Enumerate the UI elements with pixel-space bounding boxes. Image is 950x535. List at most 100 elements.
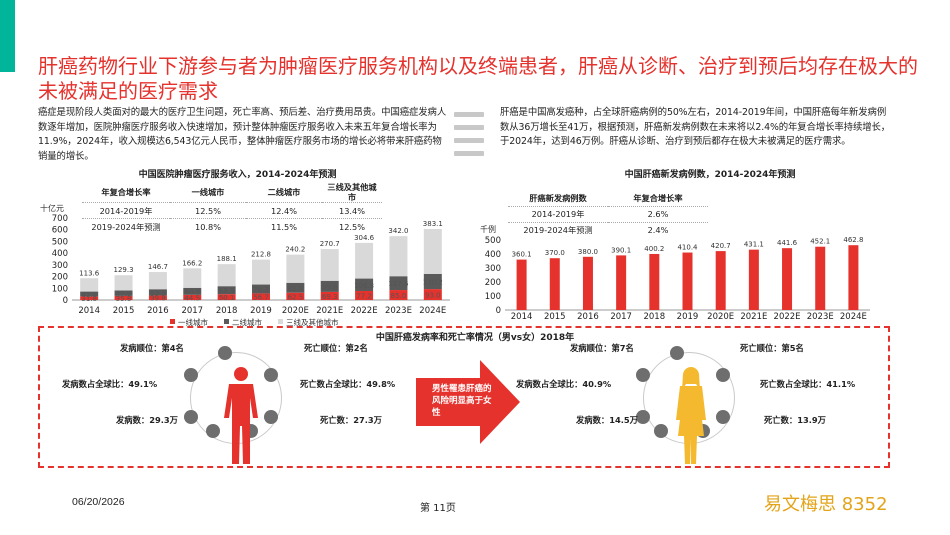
divider-icon [454,112,484,164]
bar-segment [80,291,99,297]
cagr-cell: 12.4% [246,202,322,219]
data-label: 383.1 [423,220,443,228]
data-label: 113.6 [79,269,100,277]
section-title: 中国肝癌发病率和死亡率情况（男vs女）2018年 [375,333,575,343]
paragraph-right: 肝癌是中国高发癌种，占全球肝癌病例的50%左右，2014-2019年间，中国肝癌… [500,107,891,147]
bar [782,248,793,310]
bar-segment [252,284,270,294]
bar-segment [80,278,99,292]
sex-comparison-box [38,326,890,468]
accent-bar [0,0,15,72]
bar-segment [252,293,270,300]
y-tick-label: 200 [52,273,68,283]
male-dot [184,368,198,382]
x-tick-label: 2017 [610,312,632,322]
male-dot [206,424,220,438]
cagr-cell: 13.4% [322,202,382,219]
male-dot [264,368,278,382]
bar-segment [320,280,339,292]
bar [715,251,726,310]
female-share-death: 死亡数占全球比：41.1% [760,379,856,389]
cagr-cell: 10.8% [170,218,246,235]
data-label: 420.7 [711,242,731,250]
cagr-cell: 2.4% [608,221,708,238]
data-label: 452.1 [810,238,830,246]
bar-segment [183,268,202,288]
y-tick-label: 0 [496,306,501,316]
bar-segment [114,275,133,291]
y-tick-label: 700 [52,214,68,224]
data-label: 431.1 [744,241,764,249]
bar-segment [389,236,408,277]
data-label: 380.0 [578,248,598,256]
cagr-cell: 2.6% [608,205,708,222]
male-cases: 发病数：29.3万 [116,415,178,425]
data-label: 166.2 [182,259,202,267]
bar-segment [320,291,339,300]
data-label: 360.1 [512,251,532,259]
data-label: 410.4 [677,244,698,252]
data-label: 240.2 [285,246,305,254]
bar-segment [252,259,270,285]
left-cagr-table: 年复合增长率 一线城市 二线城市 三线及其他城市 2014-2019年 12.5… [82,182,382,235]
female-dot [654,424,668,438]
cagr-header: 肝癌新发病例数 [529,192,587,203]
data-label: 146.7 [148,263,168,271]
legend-swatch [170,319,175,324]
bar [682,252,693,310]
watermark: 易文梅思 8352 [764,494,888,515]
bar-segment [148,295,167,300]
x-tick-label: 2020E [707,312,734,322]
y-tick-label: 500 [485,236,501,246]
left-chart-title: 中国医院肿瘤医疗服务收入，2014-2024年预测 [138,170,337,180]
x-tick-label: 2015 [544,312,566,322]
bar-segment [114,290,133,296]
data-label: 370.0 [545,249,565,257]
data-label: 441.6 [777,239,798,247]
data-label: 106.3 [354,282,374,290]
data-label: 50.1 [219,294,235,302]
male-dot [184,410,198,424]
bar-segment [217,264,236,287]
bar [815,246,826,310]
y-tick-label: 600 [52,226,68,236]
bar-segment [423,289,442,300]
x-tick-label: 2019 [677,312,699,322]
x-tick-label: 2019 [250,306,272,316]
data-label: 270.7 [320,240,340,248]
data-label: 400.2 [644,245,664,253]
y-tick-label: 0 [63,296,68,306]
data-label: 47.9 [116,290,132,298]
page-title: 肝癌药物行业下游参与者为肿瘤医疗服务机构以及终端患者，肝癌从诊断、治疗到预后均存… [38,54,918,103]
legend-swatch [224,319,229,324]
x-tick-label: 2018 [216,306,238,316]
legend-label: 一线城市 [178,317,208,327]
bar [649,253,660,310]
y-tick-label: 400 [485,250,501,260]
y-tick-label: 100 [52,284,68,294]
x-tick-label: 2014 [511,312,533,322]
bar-segment [183,287,202,295]
female-dot [670,346,684,360]
right-bar-chart: 0 100 200 300 400 500 360.1 370.0 380.0 390.1 400.… [485,236,870,316]
cagr-header: 一线城市 [191,187,225,197]
data-label: 130.2 [423,278,443,286]
female-dot [636,410,650,424]
cagr-header: 三线及其他城市 [327,182,377,202]
bar-segment [320,249,339,281]
bar-segment [183,294,202,300]
data-label: 77.2 [356,292,372,300]
legend-label: 二线城市 [232,317,262,327]
data-label: 342.0 [388,227,408,235]
cagr-header: 年复合增长率 [101,187,151,197]
data-label: 390.1 [611,246,631,254]
female-dot [636,368,650,382]
cagr-header: 二线城市 [267,187,301,197]
bar-segment [114,295,133,300]
data-label: 85.0 [391,292,407,300]
data-label: 117.6 [388,280,409,288]
female-rank-incidence: 发病顺位：第7名 [570,343,634,353]
bar-segment [148,272,167,290]
data-label: 35.8 [116,295,132,303]
data-label: 76.3 [253,286,269,294]
